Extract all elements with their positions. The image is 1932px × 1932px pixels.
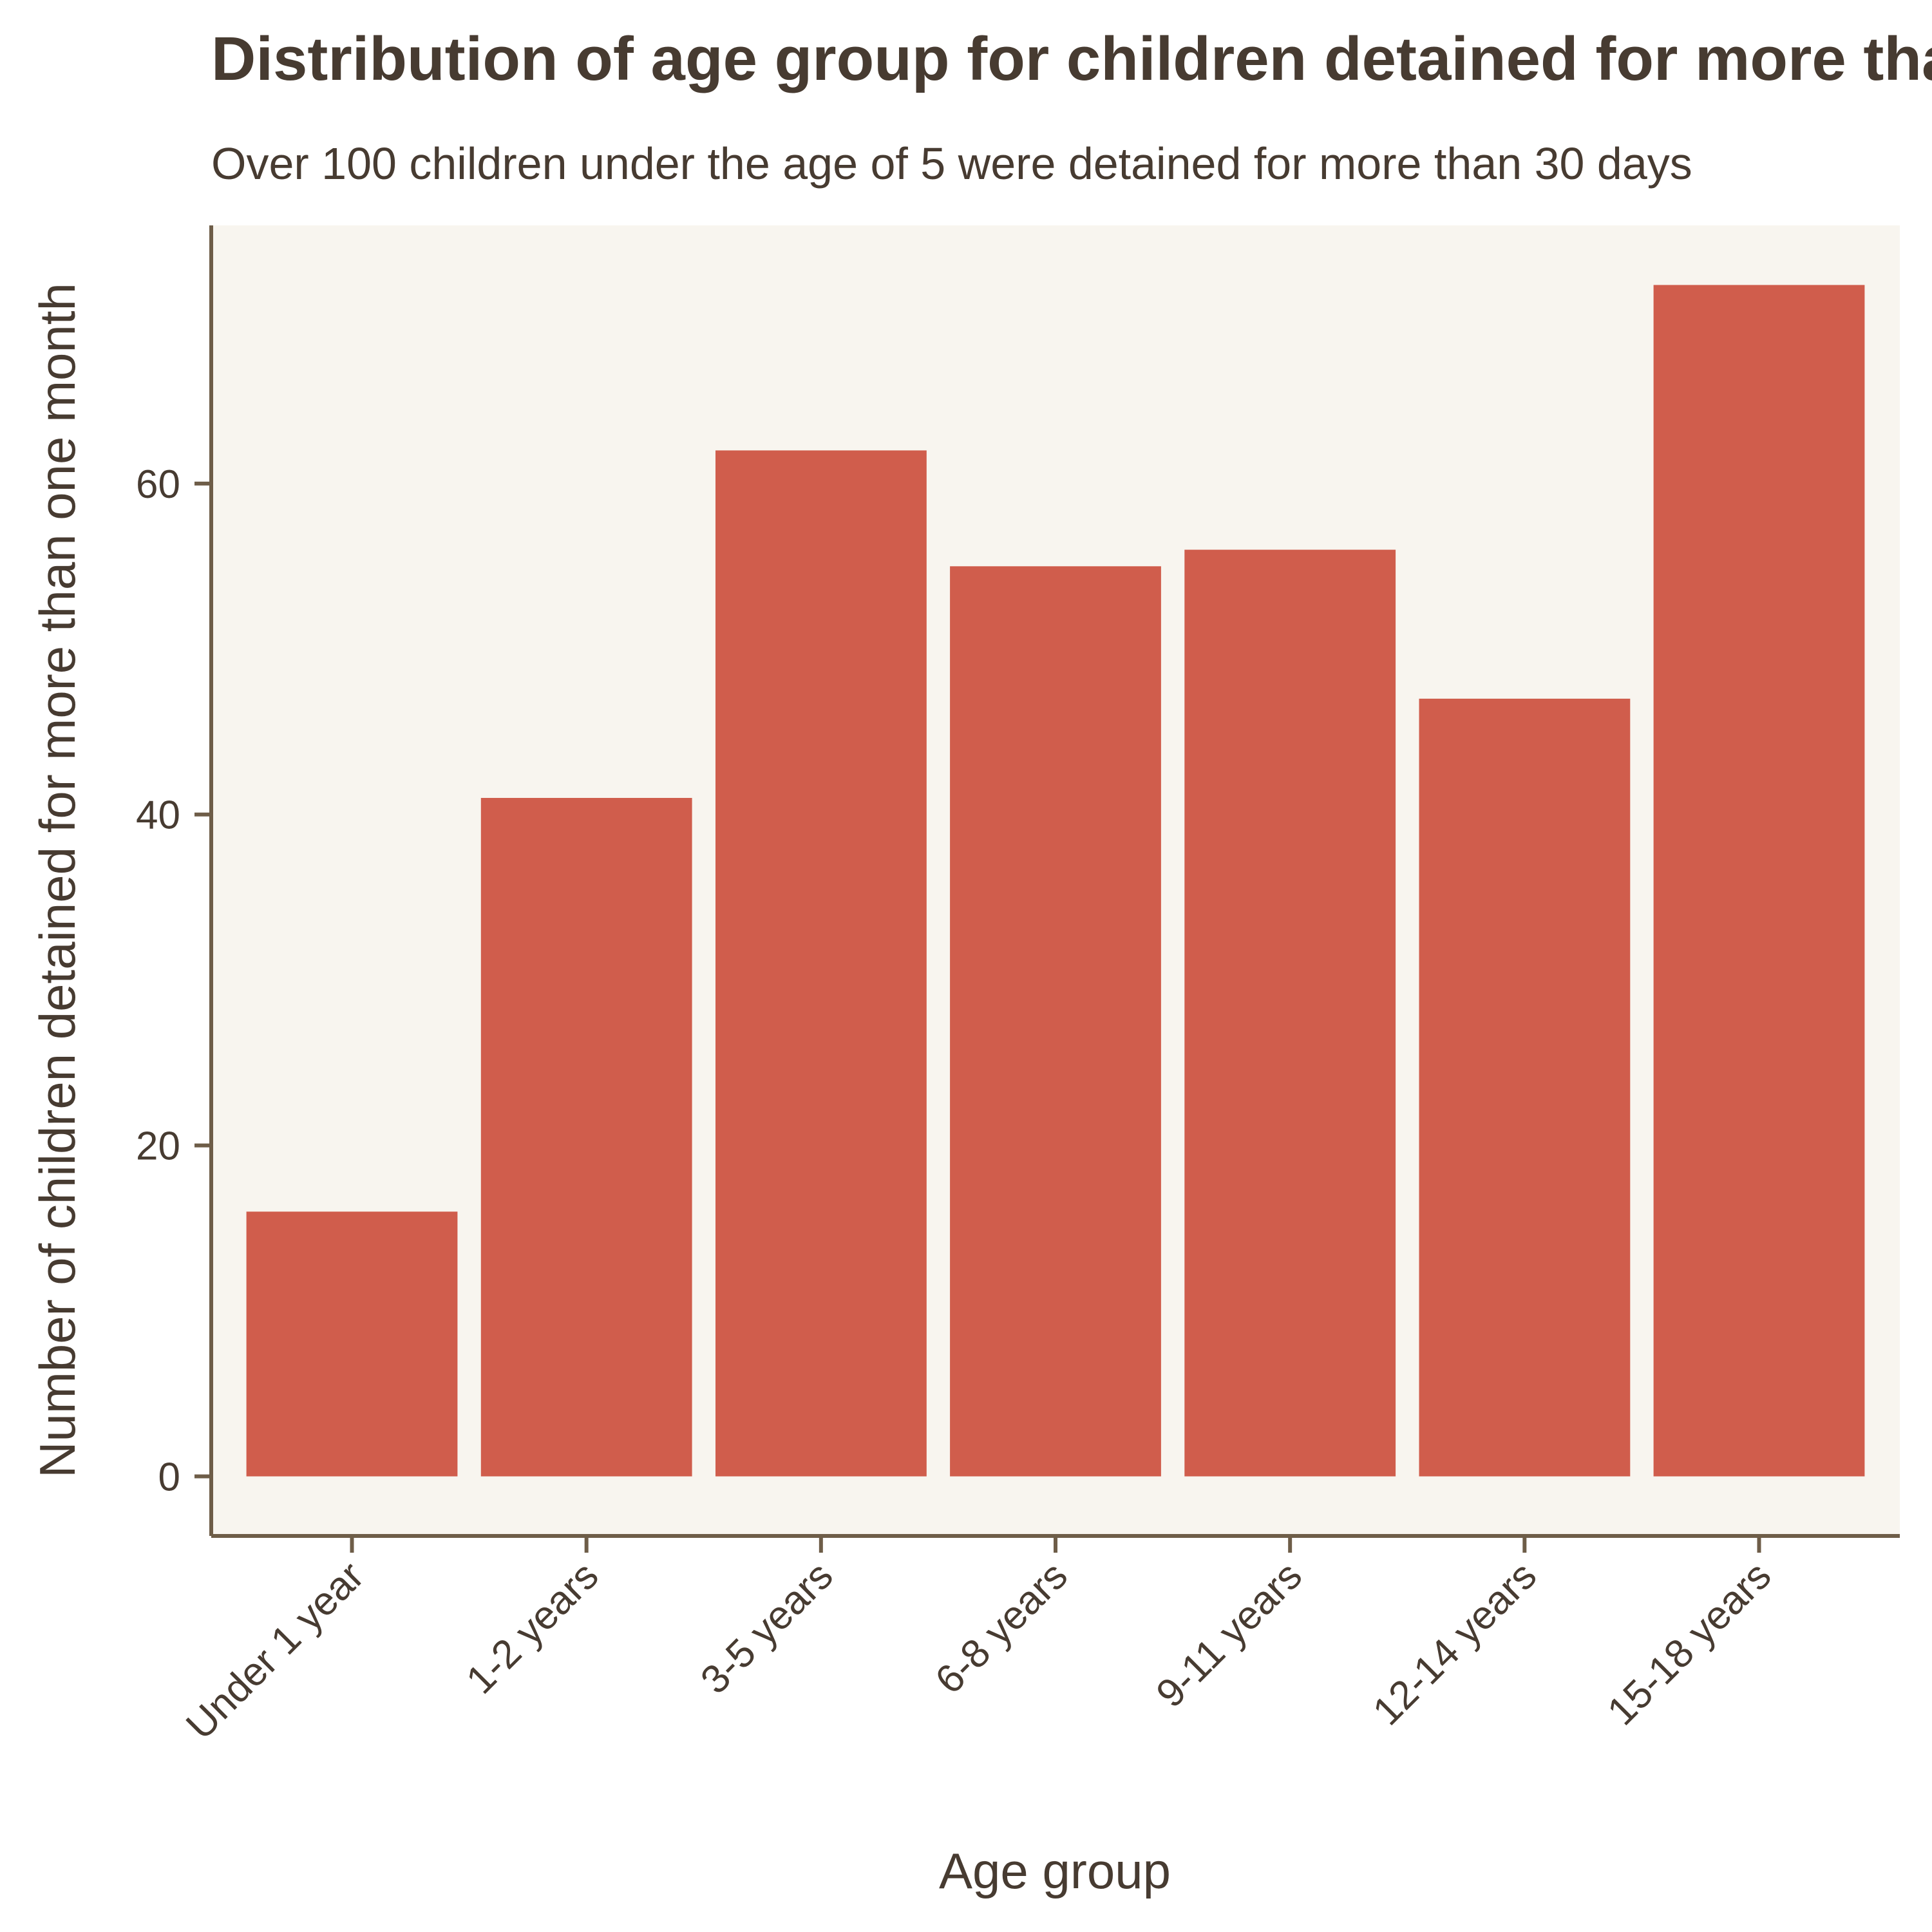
y-tick-label: 0 (158, 1455, 180, 1500)
x-tick-label: 12-14 years (1365, 1553, 1545, 1734)
x-tick-label: Under 1 year (178, 1553, 372, 1748)
y-axis-title: Number of children detained for more tha… (29, 283, 86, 1478)
x-tick-label: 1-2 years (458, 1553, 607, 1703)
bar (480, 798, 692, 1477)
bar (246, 1211, 458, 1477)
x-tick-label: 15-18 years (1599, 1553, 1779, 1734)
y-tick-label: 20 (136, 1124, 180, 1169)
x-axis-title: Age group (939, 1842, 1171, 1899)
bar (1184, 549, 1396, 1477)
bars (246, 285, 1865, 1477)
chart-subtitle: Over 100 children under the age of 5 wer… (211, 138, 1692, 189)
bar (1653, 285, 1865, 1477)
y-tick-label: 40 (136, 793, 180, 838)
x-tick-label: 9-11 years (1148, 1553, 1311, 1716)
x-tick-label: 6-8 years (927, 1553, 1076, 1703)
x-axis-ticks: Under 1 year 1-2 years 3-5 years 6-8 years 9… (178, 1536, 1779, 1748)
bar (715, 450, 927, 1477)
y-axis-ticks: 0 20 40 60 (136, 462, 211, 1500)
x-tick-label: 3-5 years (692, 1553, 842, 1703)
chart-title: Distribution of age group for children d… (211, 24, 1932, 93)
y-tick-label: 60 (136, 462, 180, 507)
bar (1419, 698, 1631, 1477)
bar (950, 566, 1161, 1477)
